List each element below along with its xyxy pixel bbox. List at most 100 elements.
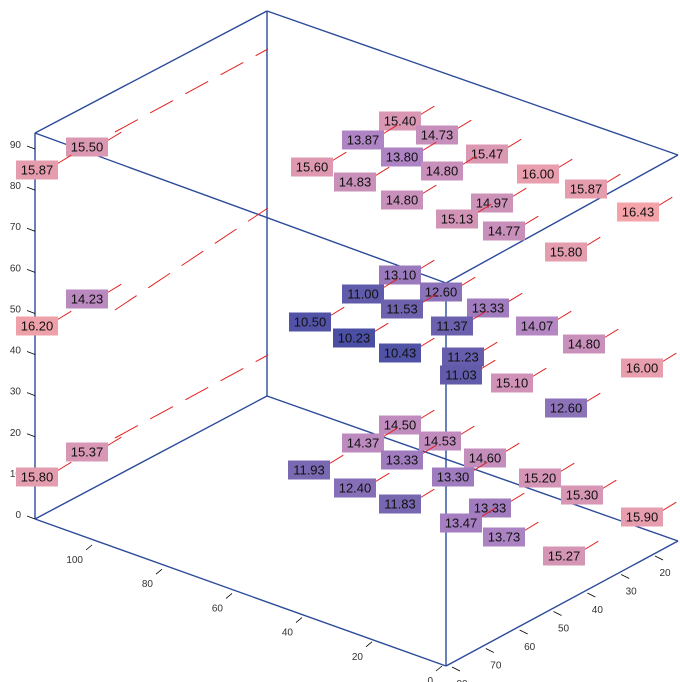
frame-edge xyxy=(266,10,679,156)
point-value-label: 14.53 xyxy=(424,434,457,449)
x-axis-tick-label: 20 xyxy=(352,652,364,663)
point-callout xyxy=(505,138,522,149)
point-value-box xyxy=(16,316,58,336)
point-value-label: 15.13 xyxy=(441,212,474,227)
point-callout xyxy=(418,488,435,499)
point-value-box xyxy=(442,347,484,367)
point-callout xyxy=(418,259,435,270)
point-callout xyxy=(660,352,677,363)
point-value-box xyxy=(66,442,108,462)
point-callout xyxy=(530,367,547,378)
point-value-label: 15.80 xyxy=(21,470,54,485)
point-value-label: 14.77 xyxy=(488,224,521,239)
point-value-label: 14.73 xyxy=(421,128,454,143)
z-axis-tick-label: 30 xyxy=(10,387,22,398)
point-value-box xyxy=(431,316,473,336)
point-value-label: 13.30 xyxy=(437,470,470,485)
z-axis-tick xyxy=(26,310,36,314)
point-value-box xyxy=(565,179,607,199)
point-value-label: 10.23 xyxy=(338,331,371,346)
frame-edge xyxy=(445,154,679,284)
point-value-label: 12.40 xyxy=(339,481,372,496)
point-callout xyxy=(522,215,539,226)
frame-edge xyxy=(445,540,679,667)
point-callout xyxy=(327,454,344,465)
point-value-box xyxy=(288,460,330,480)
point-callout xyxy=(582,540,599,551)
point-value-box xyxy=(416,125,458,145)
point-value-label: 12.60 xyxy=(550,401,583,416)
dashed-guide xyxy=(114,207,269,311)
point-value-box xyxy=(381,190,423,210)
y-axis-tick-label: 30 xyxy=(626,587,638,598)
point-value-box xyxy=(379,494,421,514)
point-value-box xyxy=(381,147,423,167)
point-callout xyxy=(459,276,476,287)
point-value-label: 14.80 xyxy=(386,193,419,208)
point-callout xyxy=(458,425,475,436)
point-callout xyxy=(418,409,435,420)
point-callout xyxy=(584,236,601,247)
point-value-box xyxy=(491,373,533,393)
point-value-label: 15.87 xyxy=(570,182,603,197)
point-value-box xyxy=(16,467,58,487)
point-value-label: 14.07 xyxy=(521,319,554,334)
point-value-label: 15.10 xyxy=(496,376,529,391)
point-value-label: 13.73 xyxy=(488,530,521,545)
point-callout xyxy=(460,155,477,166)
point-value-box xyxy=(16,160,58,180)
y-axis-tick xyxy=(654,555,664,561)
point-callout xyxy=(656,196,673,207)
point-callout xyxy=(420,141,437,152)
point-value-box xyxy=(543,546,585,566)
point-value-label: 14.60 xyxy=(469,451,502,466)
point-value-label: 13.33 xyxy=(386,453,419,468)
point-value-box xyxy=(545,242,587,262)
z-axis-tick xyxy=(26,145,36,150)
point-value-box xyxy=(436,209,478,229)
point-callout xyxy=(584,392,601,403)
point-value-box xyxy=(334,172,376,192)
point-callout xyxy=(479,507,496,518)
point-value-label: 11.83 xyxy=(384,497,416,512)
point-value-label: 15.80 xyxy=(550,245,583,260)
point-value-label: 16.20 xyxy=(21,319,54,334)
point-callout xyxy=(479,359,496,370)
point-value-box xyxy=(342,130,384,150)
z-axis-tick xyxy=(26,227,36,232)
point-value-label: 13.47 xyxy=(445,516,478,531)
point-callout xyxy=(55,154,72,165)
point-value-box xyxy=(289,312,331,332)
point-value-label: 13.80 xyxy=(386,150,419,165)
point-value-label: 11.37 xyxy=(436,319,468,334)
point-value-label: 14.97 xyxy=(476,196,509,211)
point-value-label: 15.47 xyxy=(471,147,504,162)
z-axis-tick xyxy=(26,186,36,191)
point-value-label: 10.50 xyxy=(294,315,327,330)
point-callout xyxy=(420,293,437,304)
point-value-box xyxy=(483,527,525,547)
point-value-box xyxy=(379,111,421,131)
point-value-box xyxy=(466,144,508,164)
y-axis-tick xyxy=(519,629,528,635)
x-axis-tick-label: 40 xyxy=(282,628,294,639)
point-value-label: 15.37 xyxy=(71,445,104,460)
z-axis-tick-label: 0 xyxy=(15,510,21,521)
point-value-label: 11.23 xyxy=(447,350,479,365)
point-callout xyxy=(381,124,398,135)
z-axis-tick xyxy=(26,268,36,273)
point-value-label: 15.20 xyxy=(524,471,557,486)
point-value-box xyxy=(379,415,421,435)
point-value-box xyxy=(66,137,108,157)
point-value-box xyxy=(440,513,482,533)
point-value-label: 15.60 xyxy=(296,160,329,175)
dashed-guide xyxy=(114,48,269,133)
x-axis-tick-label: 100 xyxy=(66,555,83,566)
point-callout xyxy=(372,322,389,333)
point-value-box xyxy=(471,193,513,213)
point-value-label: 13.33 xyxy=(474,501,507,516)
x-axis-tick-label: 60 xyxy=(212,603,224,614)
z-axis-tick-label: 80 xyxy=(10,181,22,192)
point-value-box xyxy=(516,316,558,336)
